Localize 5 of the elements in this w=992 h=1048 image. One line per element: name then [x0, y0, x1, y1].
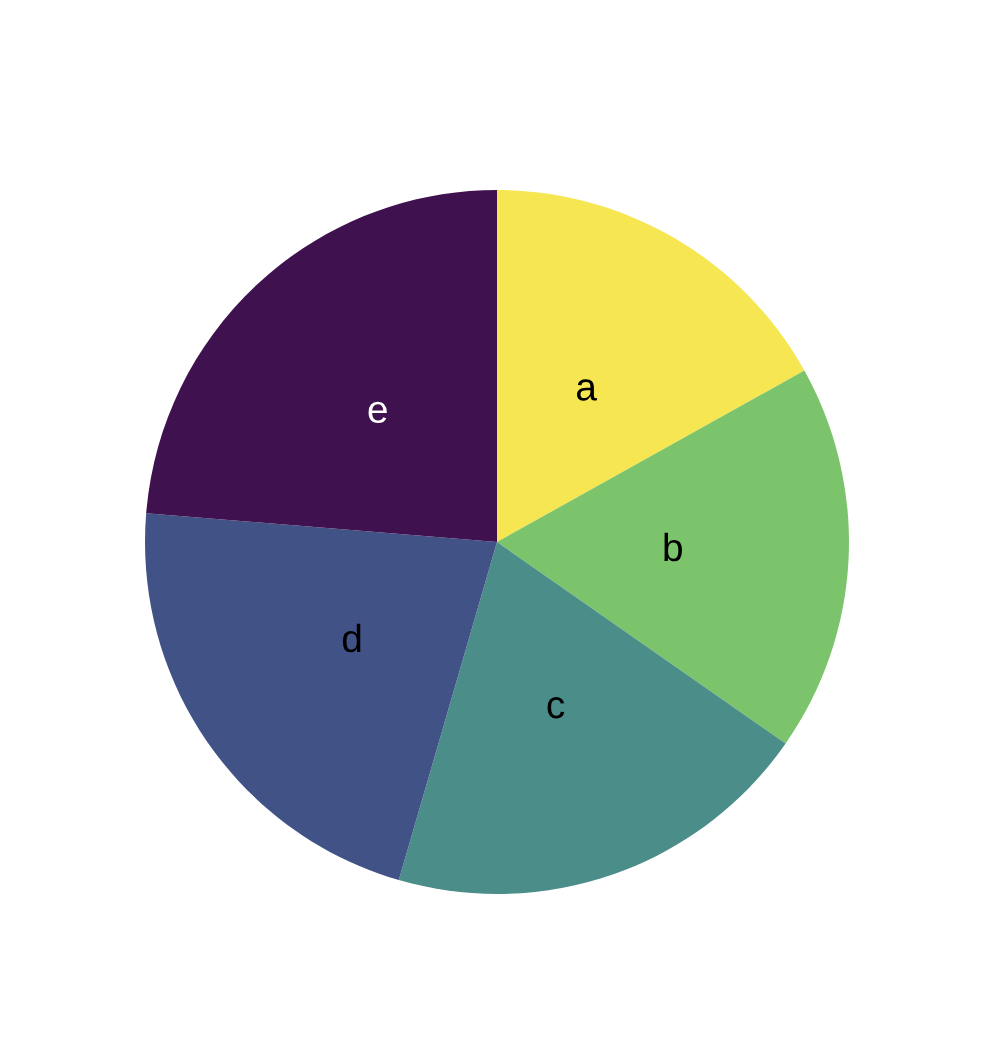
slice-label: e [368, 401, 387, 424]
slice-label: d [342, 623, 361, 653]
slice-label: b [664, 532, 682, 562]
slice-label: c [547, 697, 565, 719]
slice-label: a [576, 379, 597, 401]
